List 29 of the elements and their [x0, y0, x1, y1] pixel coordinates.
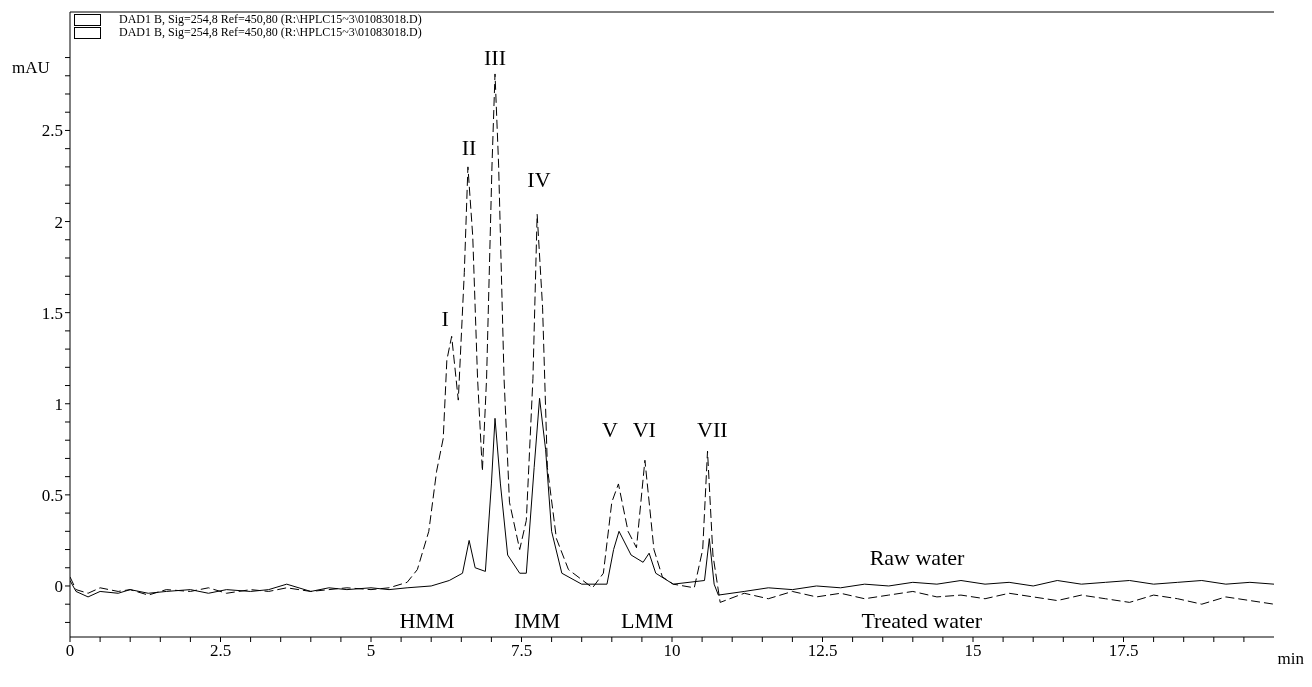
x-tick-label: 7.5: [510, 641, 533, 661]
annotation: VII: [697, 417, 728, 443]
x-tick-label: 12.5: [807, 641, 838, 661]
x-tick-label: 10: [663, 641, 681, 661]
y-tick-label: 2.5: [41, 121, 63, 141]
annotation: III: [484, 45, 506, 71]
y-axis-title: mAU: [12, 58, 50, 78]
x-tick-label: 2.5: [209, 641, 232, 661]
annotation: HMM: [399, 608, 455, 634]
annotation: Treated water: [861, 608, 983, 634]
y-tick-label: 1: [54, 394, 63, 414]
x-tick-label: 15: [964, 641, 982, 661]
annotation: LMM: [621, 608, 674, 634]
annotation: VI: [632, 417, 656, 443]
y-tick-label: 1.5: [41, 303, 63, 323]
legend-label: DAD1 B, Sig=254,8 Ref=450,80 (R:\HPLC15~3\01083018.D): [119, 25, 422, 39]
legend-label: DAD1 B, Sig=254,8 Ref=450,80 (R:\HPLC15~3\01083018.D): [119, 12, 422, 26]
y-tick-label: 0.5: [41, 485, 63, 505]
annotation: Raw water: [869, 544, 966, 570]
y-tick-label: 2: [54, 212, 63, 232]
annotation: V: [602, 417, 619, 443]
x-tick-label: 5: [366, 641, 376, 661]
annotation: IMM: [513, 608, 561, 634]
annotation: I: [441, 305, 449, 331]
annotation: II: [461, 134, 477, 160]
x-axis-title: min: [1277, 649, 1304, 669]
y-tick-label: 0: [54, 577, 63, 597]
annotation: IV: [527, 167, 551, 193]
x-tick-label: 17.5: [1108, 641, 1139, 661]
